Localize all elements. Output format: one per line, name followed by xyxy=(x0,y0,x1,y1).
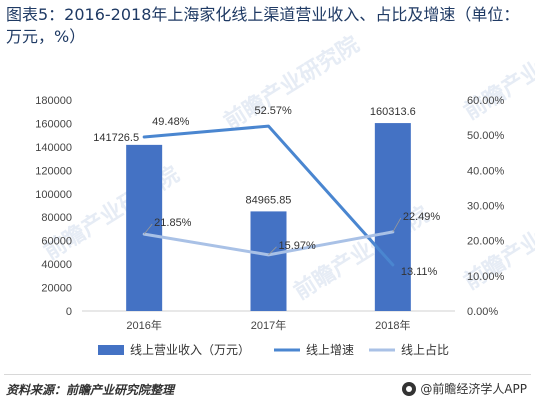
y-left-tick-label: 140000 xyxy=(35,142,72,154)
legend-bar-label: 线上营业收入（万元） xyxy=(130,343,250,357)
bar xyxy=(374,123,411,311)
growth-data-label: 49.48% xyxy=(152,116,190,128)
watermark-text: 前瞻产业研究院 xyxy=(459,21,535,124)
bar-data-label: 160313.6 xyxy=(370,106,416,118)
brand-logo-icon xyxy=(402,381,417,396)
y-left-tick-label: 80000 xyxy=(41,212,72,224)
share-label-leader xyxy=(143,223,153,235)
y-right-tick-label: 30.00% xyxy=(467,201,505,213)
y-right-tick-label: 10.00% xyxy=(467,271,505,283)
growth-data-label: 52.57% xyxy=(255,105,293,117)
growth-line xyxy=(142,124,395,267)
legend-share-label: 线上占比 xyxy=(401,342,449,357)
legend-growth-label: 线上增速 xyxy=(306,343,354,357)
y-right-tick-label: 20.00% xyxy=(467,236,505,248)
footer-brand: @前瞻经济学人APP xyxy=(402,380,527,397)
y-left-tick-label: 160000 xyxy=(35,118,72,130)
x-tick-label: 2018年 xyxy=(375,318,410,332)
y-right-tick-label: 50.00% xyxy=(467,130,505,142)
watermark-text: 前瞻产业研究院 xyxy=(219,31,363,134)
y-right-tick-label: 40.00% xyxy=(467,165,505,177)
footer-divider xyxy=(4,374,531,375)
y-left-tick-label: 40000 xyxy=(41,259,72,271)
legend-bar-swatch xyxy=(98,345,124,355)
share-label-leader xyxy=(268,246,277,256)
bar xyxy=(126,144,163,311)
share-data-label: 21.85% xyxy=(154,217,192,229)
footer-source: 资料来源：前瞻产业研究院整理 xyxy=(6,383,175,397)
growth-data-label: 13.11% xyxy=(401,266,438,278)
bar-series xyxy=(126,123,411,311)
y-right-tick-label: 60.00% xyxy=(467,95,505,107)
y-left-tick-label: 180000 xyxy=(35,95,72,107)
y-left-tick-label: 20000 xyxy=(41,283,72,295)
chart-title: 图表5：2016-2018年上海家化线上渠道营业收入、占比及增速（单位：万元，%… xyxy=(6,5,520,46)
share-data-label: 15.97% xyxy=(279,240,317,252)
y-right-tick-label: 0.00% xyxy=(467,306,498,318)
footer-brand-text: @前瞻经济学人APP xyxy=(420,382,527,396)
share-label-leader xyxy=(392,217,402,233)
x-tick-label: 2017年 xyxy=(251,318,286,332)
share-data-label: 22.49% xyxy=(403,211,441,223)
data-labels: 141726.5 84965.85 160313.6 49.48% 52.57% 13.1… xyxy=(93,105,440,278)
y-left-tick-label: 60000 xyxy=(41,236,72,248)
y-left-tick-label: 100000 xyxy=(35,189,72,201)
bar xyxy=(250,211,287,311)
bar-data-label: 141726.5 xyxy=(93,132,139,144)
y-left-tick-label: 0 xyxy=(66,306,72,318)
y-left-tick-label: 120000 xyxy=(35,165,72,177)
bar-data-label: 84965.85 xyxy=(246,194,292,206)
legend: 线上营业收入（万元） 线上增速 线上占比 xyxy=(98,342,449,357)
x-tick-label: 2016年 xyxy=(126,318,161,332)
